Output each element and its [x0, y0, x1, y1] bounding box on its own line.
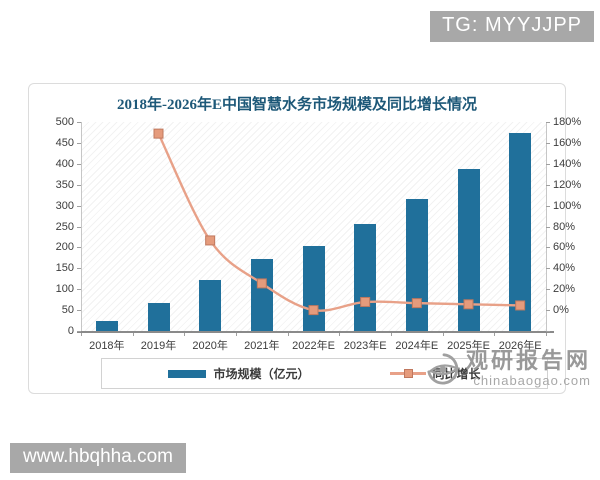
y-left-tick-label: 300 — [55, 199, 74, 212]
x-axis-line — [77, 331, 554, 333]
y-tick-mark — [77, 226, 81, 228]
y-tick-mark — [546, 310, 550, 312]
bar-2019年 — [147, 302, 170, 331]
y-tick-mark — [546, 268, 550, 270]
y-tick-mark — [546, 247, 550, 249]
y-tick-mark — [546, 205, 550, 207]
growth-line-layer — [153, 128, 526, 316]
x-tick-mark — [442, 333, 444, 336]
x-axis-label: 2019年 — [140, 340, 177, 352]
y-left-tick-label: 150 — [55, 262, 74, 275]
x-axis-label: 2025年E — [447, 340, 490, 352]
y-left-tick-label: 250 — [55, 220, 74, 233]
y-tick-mark — [546, 331, 550, 332]
legend-label-market-size: 市场规模（亿元） — [213, 367, 310, 381]
growth-line — [157, 133, 521, 312]
x-axis-label: 2021年 — [244, 340, 280, 352]
bar-series-swatch-icon — [168, 369, 207, 378]
legend: 市场规模（亿元） 同比增长 — [101, 358, 548, 389]
x-tick-mark — [132, 333, 134, 336]
y-right-tick-label: 60% — [553, 241, 576, 254]
y-tick-mark — [546, 226, 550, 228]
x-tick-mark — [236, 333, 237, 336]
y-right-tick-label: 180% — [553, 116, 582, 128]
bar-2024年E — [405, 198, 428, 331]
y-tick-mark — [77, 331, 81, 332]
y-tick-mark — [77, 205, 81, 207]
x-tick-mark — [339, 333, 341, 336]
x-tick-mark — [287, 333, 289, 336]
watermark-url: chinabaogao.com — [473, 373, 591, 388]
x-axis-label: 2018年 — [89, 340, 125, 352]
watermark-text: 观研报告网 chinabaogao.com — [465, 348, 591, 389]
y-left-tick-label: 0 — [67, 325, 74, 337]
growth-marker — [463, 299, 474, 310]
chart-title: 2018年-2026年E中国智慧水务市场规模及同比增长情况 — [116, 97, 477, 113]
watermark: 观研报告网 chinabaogao.com — [424, 349, 591, 388]
y-tick-mark — [546, 122, 550, 123]
y-right-tick-label: 140% — [553, 157, 582, 170]
y-left-tick-label: 500 — [55, 116, 74, 128]
y-left-tick-label: 50 — [61, 304, 74, 317]
x-axis-label: 2023年E — [343, 340, 387, 352]
y-tick-mark — [77, 310, 81, 312]
y-axis-line-left — [81, 122, 82, 331]
bar-2021年 — [250, 259, 273, 331]
y-right-tick-label: 120% — [553, 178, 582, 191]
bar-2023年E — [354, 224, 377, 331]
bar-2018年 — [95, 320, 118, 331]
y-tick-mark — [77, 163, 81, 165]
growth-marker — [360, 296, 371, 307]
legend-item-market-size: 市场规模（亿元） — [168, 365, 310, 382]
growth-marker — [515, 300, 526, 311]
y-tick-mark — [77, 268, 81, 270]
x-tick-mark — [546, 333, 547, 336]
site-badge: www.hbqhha.com — [10, 443, 186, 473]
growth-marker — [308, 305, 319, 316]
x-axis-label: 2026年E — [498, 340, 542, 352]
y-right-tick-label: 100% — [553, 199, 582, 212]
y-tick-mark — [77, 247, 81, 249]
x-tick-mark — [184, 333, 186, 336]
y-tick-mark — [546, 142, 550, 144]
x-axis-label: 2020年 — [192, 340, 228, 352]
y-right-tick-label: 40% — [553, 262, 576, 275]
y-left-tick-label: 100 — [55, 283, 74, 296]
x-axis-label: 2024年E — [395, 340, 439, 352]
y-tick-mark — [546, 184, 550, 186]
line-marker-swatch-icon — [403, 369, 413, 378]
y-right-tick-label: 160% — [553, 136, 582, 149]
y-left-tick-label: 400 — [55, 157, 74, 170]
growth-marker — [153, 128, 164, 139]
y-tick-mark — [77, 142, 81, 144]
growth-marker — [411, 298, 422, 309]
x-tick-mark — [81, 333, 82, 336]
y-left-tick-label: 200 — [55, 241, 74, 254]
bar-2025年E — [457, 168, 480, 331]
line-series-swatch-icon — [389, 369, 426, 378]
y-right-tick-label: 0% — [553, 304, 569, 317]
watermark-name: 观研报告网 — [465, 348, 591, 373]
eye-logo-icon — [427, 353, 460, 385]
plot-area — [81, 122, 546, 331]
bar-2026年E — [509, 133, 532, 331]
y-tick-mark — [77, 184, 81, 186]
y-tick-mark — [77, 122, 81, 123]
y-right-tick-label: 80% — [553, 220, 576, 233]
y-tick-mark — [77, 289, 81, 291]
growth-marker — [205, 235, 216, 246]
y-left-tick-label: 350 — [55, 178, 74, 191]
x-tick-mark — [494, 333, 496, 336]
x-tick-mark — [391, 333, 392, 336]
bar-2020年 — [199, 280, 222, 331]
y-tick-mark — [546, 163, 550, 165]
y-tick-mark — [546, 289, 550, 291]
y-right-tick-label: 20% — [553, 283, 576, 296]
growth-marker — [256, 278, 267, 289]
y-left-tick-label: 450 — [55, 136, 74, 149]
x-axis-label: 2022年E — [292, 340, 335, 352]
chart-panel: 2018年-2026年E中国智慧水务市场规模及同比增长情况 500 450 400 3… — [28, 83, 581, 394]
telegram-badge: TG: MYYJJPP — [430, 11, 594, 42]
